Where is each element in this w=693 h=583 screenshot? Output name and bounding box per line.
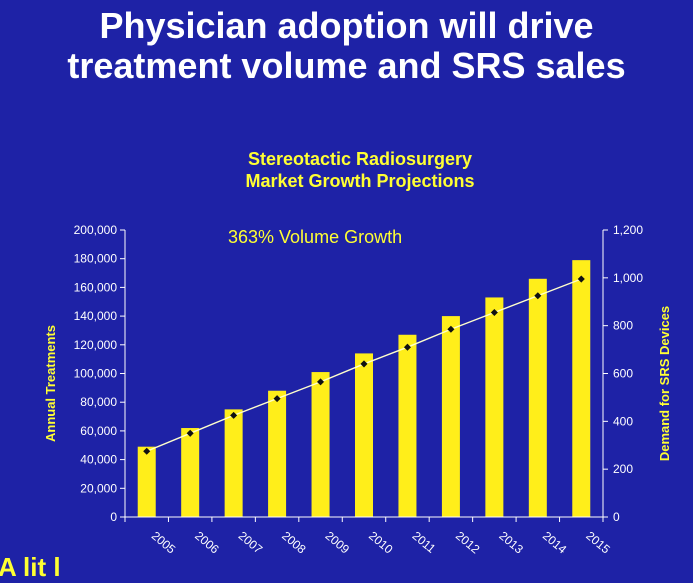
bar-2006	[181, 428, 200, 517]
bar-2008	[268, 390, 287, 517]
chart-title-line2: Market Growth Projections	[245, 171, 475, 191]
y-axis-right-title: Demand for SRS Devices	[657, 306, 672, 461]
right-tick-label: 800	[613, 319, 633, 333]
left-tick-label: 200,000	[74, 223, 118, 237]
bar-2010	[355, 353, 373, 517]
x-tick-label: 2006	[192, 529, 222, 557]
slide-title-line2: treatment volume and SRS sales	[67, 45, 626, 86]
line-point-2015	[577, 275, 585, 283]
right-tick-label: 0	[613, 510, 620, 524]
line-point-2010	[360, 360, 368, 368]
x-tick-label: 2009	[323, 529, 353, 557]
x-tick-label: 2013	[496, 529, 526, 557]
right-tick-label: 400	[613, 414, 633, 428]
line-point-2012	[447, 325, 455, 333]
left-tick-label: 120,000	[74, 338, 118, 352]
chart-title-line1: Stereotactic Radiosurgery	[247, 149, 473, 169]
y-axis-left-title: Annual Treatments	[43, 325, 58, 442]
left-tick-label: 40,000	[80, 453, 117, 467]
line-point-2013	[490, 308, 498, 317]
left-tick-label: 140,000	[74, 309, 118, 323]
bar-2013	[485, 297, 504, 517]
left-tick-label: 160,000	[74, 280, 118, 294]
line-point-2014	[534, 292, 542, 300]
left-tick-label: 0	[110, 510, 117, 524]
right-tick-label: 1,000	[613, 271, 643, 285]
footer-text-fragment: A lit l	[0, 552, 61, 582]
line-point-2005	[143, 447, 151, 455]
bar-2015	[572, 260, 591, 517]
bar-2009	[311, 372, 330, 517]
bar-2007	[224, 409, 243, 517]
left-tick-label: 60,000	[80, 424, 117, 438]
x-tick-label: 2011	[410, 529, 439, 557]
bar-2011	[398, 334, 417, 517]
slide-title: Physician adoption will drive treatment …	[0, 6, 693, 86]
x-tick-label: 2007	[236, 529, 266, 557]
left-tick-label: 20,000	[80, 481, 117, 495]
x-tick-label: 2005	[149, 529, 179, 557]
right-tick-label: 600	[613, 367, 633, 381]
line-point-2008	[273, 395, 281, 403]
x-tick-label: 2014	[540, 529, 570, 557]
right-tick-label: 200	[613, 462, 633, 476]
x-tick-label: 2012	[453, 529, 483, 557]
chart-title: Stereotactic Radiosurgery Market Growth …	[150, 148, 570, 192]
line-point-2011	[403, 343, 411, 351]
left-tick-label: 100,000	[74, 367, 118, 381]
bar-2005	[137, 446, 156, 517]
slide-title-line1: Physician adoption will drive	[99, 5, 594, 46]
bar-2014	[528, 278, 547, 517]
chart-plot: 0 20,000 40,000 60,000 80,000 100,000 120,000 1…	[43, 223, 672, 557]
right-tick-label: 1,200	[613, 223, 643, 237]
x-tick-label: 2010	[366, 529, 396, 557]
line-point-2006	[186, 429, 194, 437]
line-point-2009	[317, 378, 325, 386]
left-tick-label: 180,000	[74, 252, 118, 266]
x-tick-label: 2015	[583, 529, 613, 557]
x-tick-label: 2008	[279, 529, 309, 557]
bar-2012	[441, 316, 460, 517]
chart-annotation: 363% Volume Growth	[228, 227, 403, 247]
left-tick-label: 80,000	[80, 395, 117, 409]
line-point-2007	[230, 411, 238, 419]
